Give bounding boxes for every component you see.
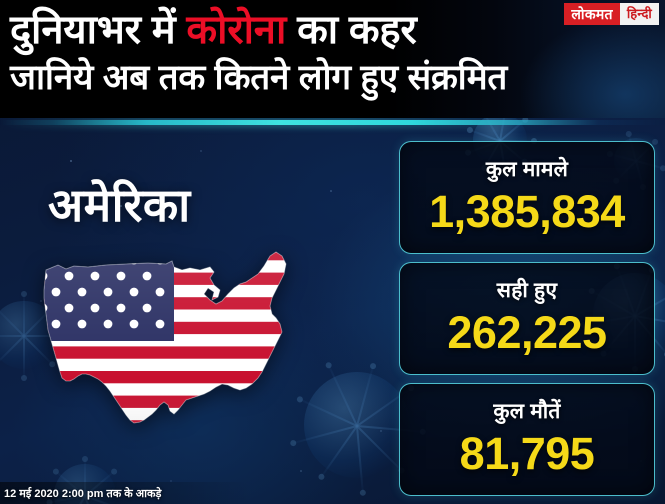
- lokmat-hindi-logo[interactable]: लोकमत हिन्दी: [564, 3, 659, 25]
- headline-primary: दुनियाभर में कोरोना का कहर: [10, 7, 417, 53]
- stats-panel: कुल मामले 1,385,834 सही हुए 262,225 कुल …: [399, 141, 655, 496]
- stat-value: 81,795: [459, 427, 595, 479]
- stat-value: 1,385,834: [429, 185, 625, 237]
- stat-label: कुल मामले: [485, 157, 569, 181]
- stat-card-recovered[interactable]: सही हुए 262,225: [399, 262, 655, 375]
- flag-fill-group: [44, 252, 286, 423]
- usa-flag-map: [14, 248, 374, 466]
- headline-secondary: जानिये अब तक कितने लोग हुए संक्रमित: [10, 58, 508, 97]
- stat-card-deaths[interactable]: कुल मौतें 81,795: [399, 383, 655, 496]
- stat-label: कुल मौतें: [493, 399, 561, 423]
- usa-map-outline: [43, 251, 287, 424]
- footer-shade: [0, 482, 250, 504]
- stat-label: सही हुए: [496, 278, 558, 302]
- stat-value: 262,225: [447, 306, 607, 358]
- headline-text-post: का कहर: [286, 8, 417, 52]
- headline-highlight-corona: कोरोना: [186, 8, 287, 52]
- country-title: अमेरिका: [48, 179, 191, 231]
- header-banner: दुनियाभर में कोरोना का कहर जानिये अब तक …: [0, 0, 665, 118]
- stat-card-total-cases[interactable]: कुल मामले 1,385,834: [399, 141, 655, 254]
- logo-edition-hindi: हिन्दी: [619, 3, 659, 25]
- logo-brand-lokmat: लोकमत: [564, 3, 620, 25]
- usa-map-svg: [43, 251, 287, 424]
- headline-text-pre: दुनियाभर में: [10, 8, 187, 52]
- cyan-divider-line: [0, 120, 665, 125]
- footer-timestamp: 12 मई 2020 2:00 pm तक के आकड़े: [4, 488, 162, 500]
